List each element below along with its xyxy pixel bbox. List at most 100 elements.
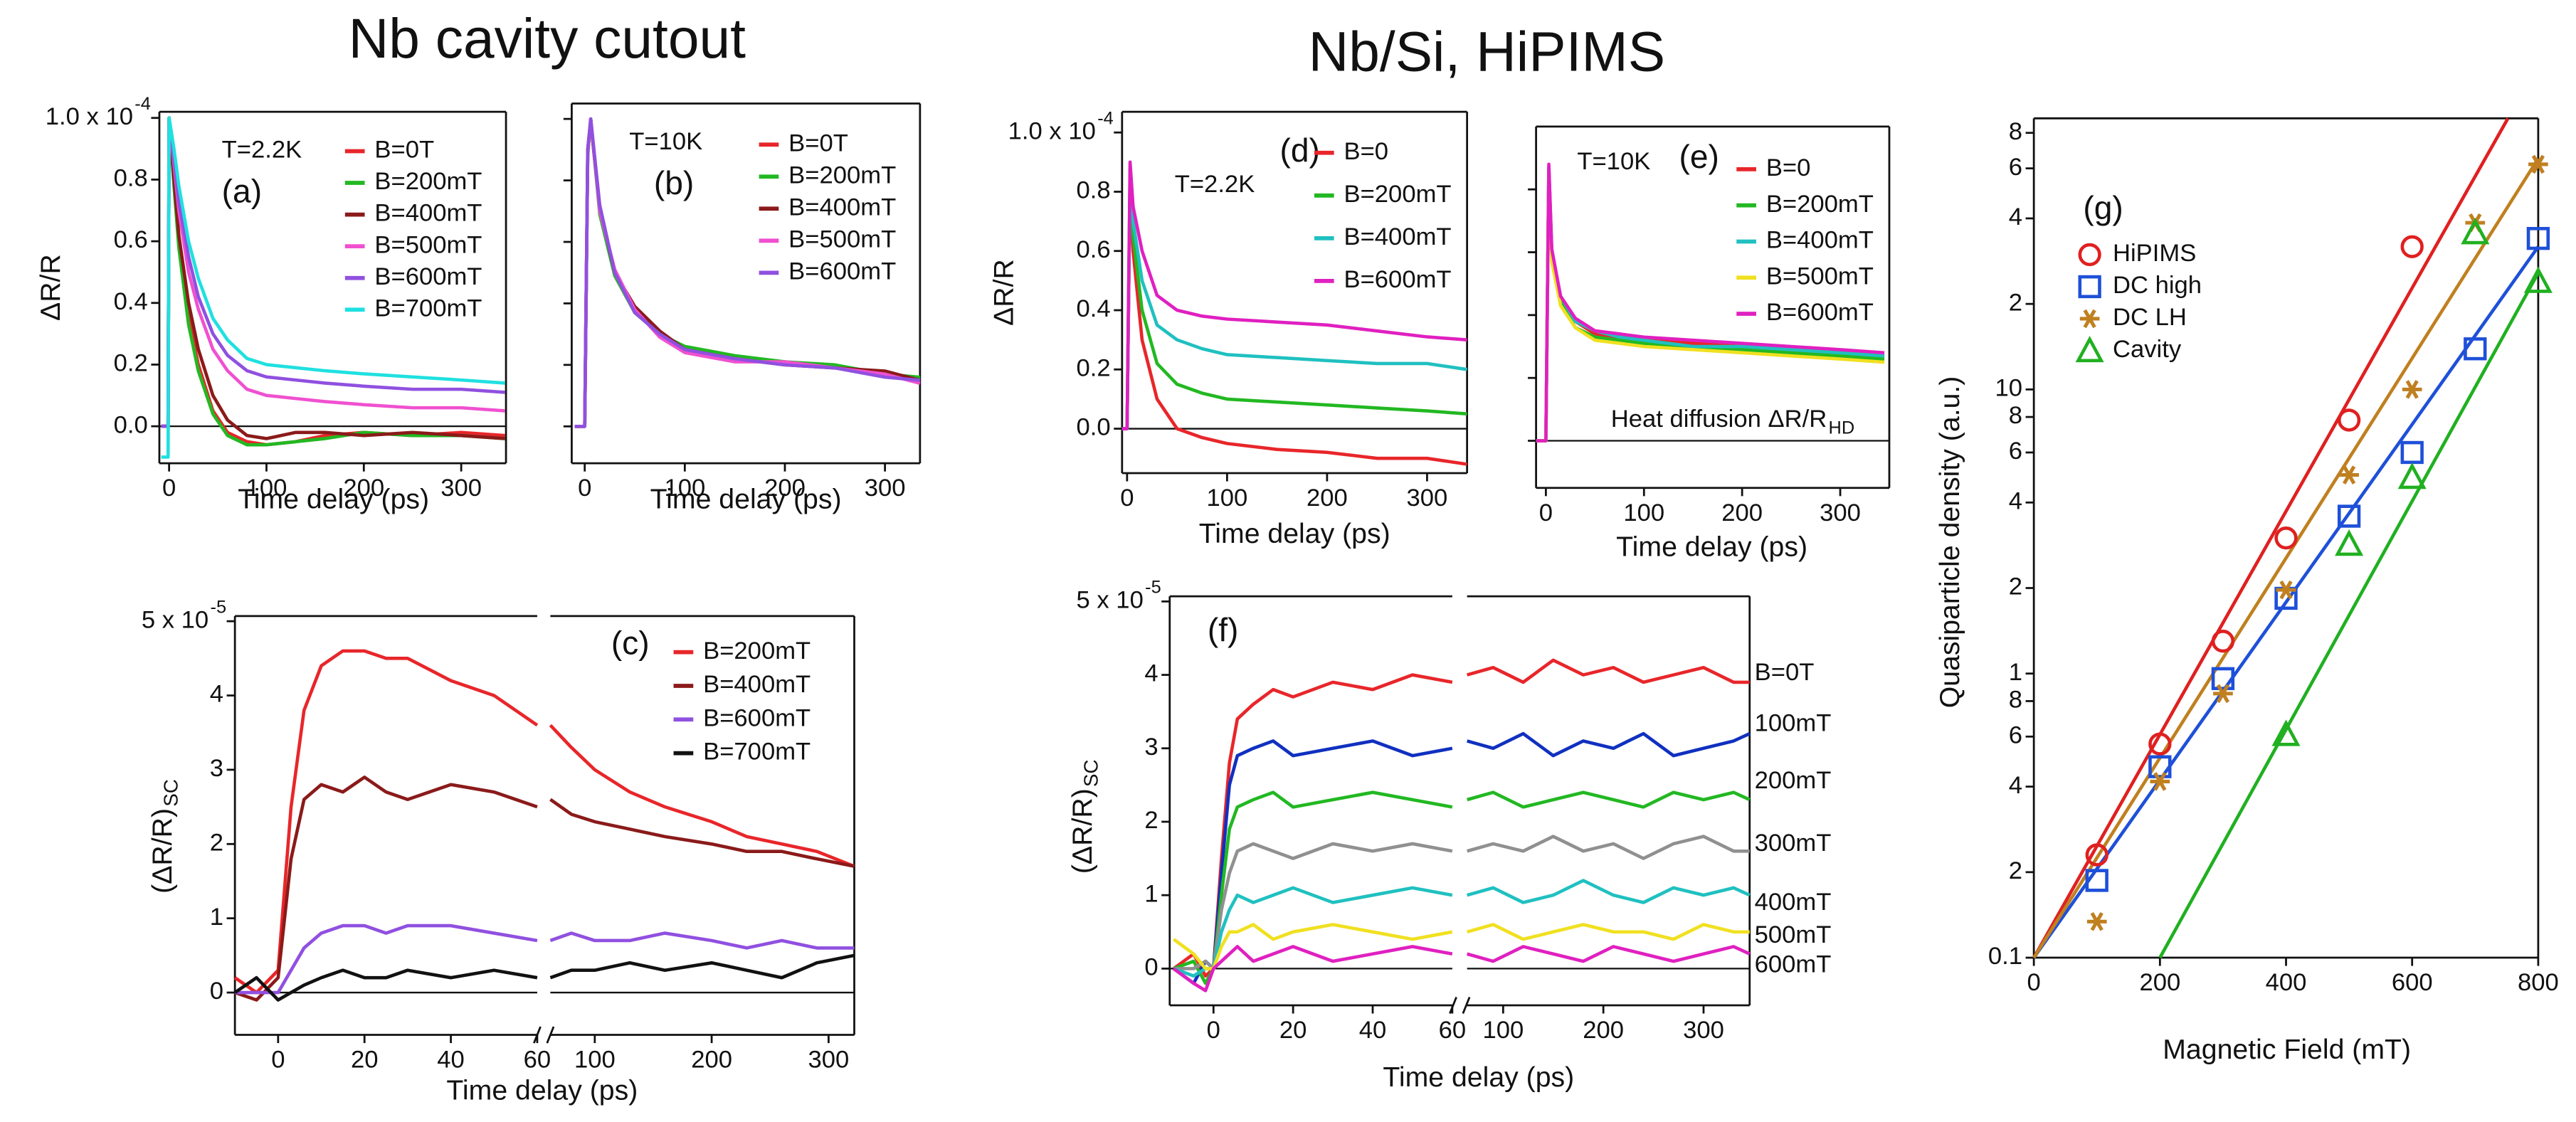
y-tick-label: 0.8 — [114, 165, 148, 192]
panel-label: (d) — [1279, 132, 1319, 169]
y-tick-label: 5 x 10 — [1077, 587, 1144, 614]
y-tick-exponent: -5 — [1145, 578, 1161, 598]
data-line — [1173, 790, 1751, 985]
marker — [2523, 266, 2553, 293]
y-axis-label-group: (ΔR/R)SC — [147, 779, 181, 894]
x-tick-label: 300 — [1820, 499, 1861, 526]
y-tick-label: 1.0 x 10 — [1008, 117, 1096, 144]
y-tick-label: 0.8 — [1077, 177, 1111, 204]
legend-label: B=600mT — [1344, 266, 1451, 293]
legend-label: B=700mT — [374, 295, 482, 322]
legend-label: B=0T — [788, 129, 848, 157]
line-end-label: 500mT — [1755, 921, 1832, 948]
x-tick-label: 300 — [1683, 1017, 1724, 1044]
y-axis-label-group: ΔR/R — [988, 259, 1019, 326]
legend-label: B=400mT — [703, 671, 811, 698]
figure-title: Nb/Si, HiPIMS — [1309, 20, 1666, 83]
legend-label: B=200mT — [1344, 181, 1451, 208]
data-line — [1121, 160, 1467, 430]
legend-label: B=200mT — [788, 162, 896, 189]
y-tick-label: 2 — [1144, 807, 1158, 834]
marker — [2274, 526, 2298, 550]
marker — [2335, 529, 2364, 556]
data-line — [1172, 923, 1750, 970]
data-line — [574, 117, 921, 428]
marker — [2400, 440, 2424, 465]
legend-label: B=400mT — [374, 200, 482, 227]
marker — [2464, 337, 2487, 361]
data-line — [235, 923, 855, 995]
axis-break — [1449, 996, 1471, 1015]
note: Heat diffusion ΔR/R — [1611, 406, 1827, 433]
x-tick-label: 100 — [1206, 485, 1247, 512]
x-tick-label: 100 — [1482, 1017, 1524, 1044]
legend-label: B=400mT — [788, 194, 896, 221]
legend-label: B=600mT — [374, 263, 482, 290]
x-tick-label: 200 — [2139, 969, 2180, 996]
panel-label: (g) — [2083, 189, 2123, 226]
line-end-label: 600mT — [1755, 951, 1832, 978]
y-tick-label: 4 — [1144, 660, 1158, 687]
y-tick-label: 8 — [2009, 118, 2022, 145]
legend-label: DC high — [2113, 272, 2202, 299]
data-line — [233, 953, 855, 1002]
legend-label: B=600mT — [788, 258, 896, 285]
y-tick-label: 4 — [2009, 487, 2022, 514]
panel-label: (c) — [611, 625, 650, 662]
marker — [2461, 218, 2490, 245]
legend-label: B=0 — [1766, 154, 1811, 181]
marker — [2213, 684, 2233, 704]
y-tick-label: 0.2 — [1077, 354, 1111, 381]
data-line — [1172, 945, 1751, 993]
marker — [2211, 667, 2235, 690]
x-tick-label: 0 — [271, 1047, 285, 1074]
y-tick-label: 5 x 10 — [142, 606, 208, 633]
x-tick-label: 200 — [1307, 485, 1348, 512]
x-tick-label: 0 — [1207, 1017, 1220, 1044]
x-tick-label: 60 — [1439, 1017, 1467, 1044]
marker — [2402, 380, 2422, 399]
legend-label: DC LH — [2113, 304, 2187, 331]
y-tick-label: 1 — [210, 904, 223, 931]
annotation: T=10K — [629, 128, 702, 155]
y-tick-label: 2 — [2009, 857, 2022, 884]
axis-break — [533, 1026, 555, 1044]
x-tick-label: 40 — [1359, 1017, 1387, 1044]
y-axis-label: ΔR/R — [988, 259, 1019, 326]
legend-label: B=600mT — [1766, 299, 1874, 326]
legend-label: B=500mT — [788, 226, 896, 253]
y-axis-label: (ΔR/R) — [1067, 788, 1098, 874]
x-tick-label: 200 — [1721, 499, 1763, 526]
legend-label: HiPIMS — [2113, 240, 2196, 267]
panel-label: (a) — [222, 173, 262, 210]
y-tick-label: 2 — [2009, 289, 2022, 316]
legend-label: Cavity — [2113, 336, 2182, 363]
y-axis-label: (ΔR/R) — [147, 808, 178, 894]
legend-label: B=200mT — [1766, 191, 1874, 218]
y-tick-label: 3 — [210, 755, 223, 782]
x-tick-label: 200 — [343, 475, 384, 502]
y-tick-label: 0.6 — [114, 226, 148, 253]
y-tick-label: 0 — [1144, 954, 1158, 981]
annotation: T=2.2K — [1175, 171, 1255, 198]
legend-label: B=400mT — [1344, 223, 1451, 250]
x-axis-label: Time delay (ps) — [238, 484, 429, 515]
x-axis-label: Time delay (ps) — [1616, 531, 1807, 563]
y-tick-label: 0.0 — [1077, 414, 1111, 441]
y-tick-label: 0 — [210, 978, 223, 1005]
data-line — [234, 776, 855, 1002]
y-tick-label: 4 — [210, 681, 223, 708]
marker — [2148, 732, 2172, 756]
legend-label: B=0T — [374, 137, 434, 164]
marker — [2337, 504, 2361, 528]
marker — [2078, 275, 2101, 299]
x-tick-label: 100 — [574, 1047, 616, 1074]
marker — [2526, 226, 2550, 250]
line-end-label: B=0T — [1755, 659, 1815, 686]
line-end-label: 100mT — [1755, 709, 1832, 736]
panel-label: (e) — [1679, 138, 1719, 175]
x-tick-label: 0 — [1539, 499, 1553, 526]
data-line — [1536, 162, 1885, 443]
line-end-label: 400mT — [1755, 889, 1832, 916]
